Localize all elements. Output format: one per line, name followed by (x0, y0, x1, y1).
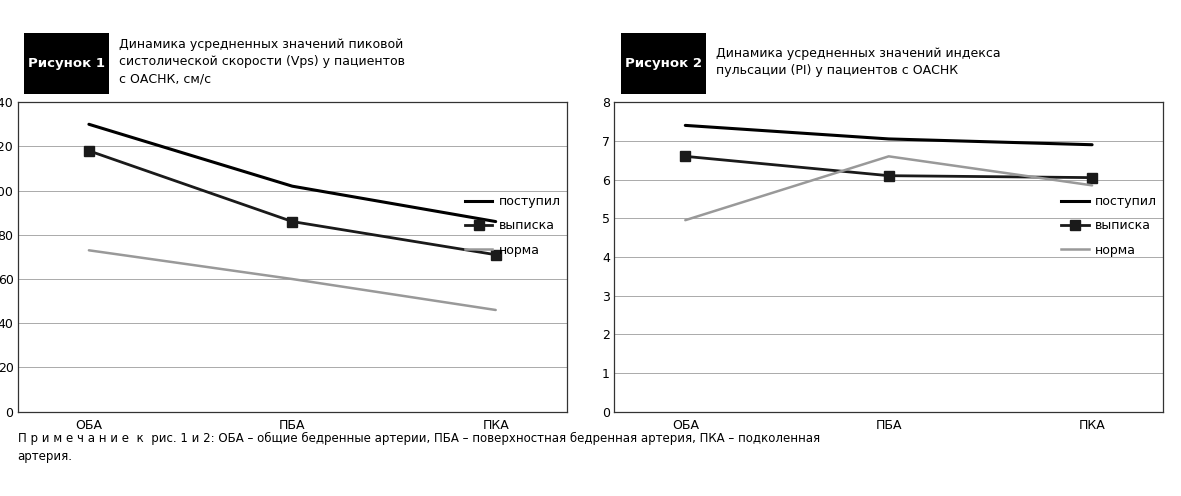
норма (285, 276, 299, 282)
поступил (678, 123, 692, 128)
Line: норма: норма (89, 250, 496, 310)
поступил (881, 136, 896, 142)
Bar (621, 33, 706, 94)
норма (1085, 183, 1100, 188)
Line: поступил: поступил (89, 124, 496, 222)
норма (678, 217, 692, 223)
выписка (678, 153, 692, 159)
Line: выписка: выписка (680, 151, 1097, 183)
норма (881, 153, 896, 159)
выписка (285, 219, 299, 225)
поступил (285, 183, 299, 189)
поступил (1085, 142, 1100, 148)
выписка (489, 252, 503, 258)
поступил (489, 219, 503, 225)
выписка (81, 148, 96, 154)
Legend: поступил, выписка, норма: поступил, выписка, норма (1062, 195, 1157, 256)
норма (489, 307, 503, 313)
Line: норма: норма (685, 156, 1092, 220)
Legend: поступил, выписка, норма: поступил, выписка, норма (465, 195, 561, 256)
Text: Динамика усредненных значений пиковой
систолической скорости (Vps) у пациентов
с: Динамика усредненных значений пиковой си… (119, 38, 405, 86)
Text: Динамика усредненных значений индекса
пульсации (PI) у пациентов с ОАСНК: Динамика усредненных значений индекса пу… (716, 47, 1000, 77)
Text: П р и м е ч а н и е  к  рис. 1 и 2: ОБА – общие бедренные артерии, ПБА – поверхн: П р и м е ч а н и е к рис. 1 и 2: ОБА – … (18, 432, 820, 463)
Line: выписка: выписка (84, 146, 501, 259)
поступил (81, 122, 96, 127)
Text: Рисунок 2: Рисунок 2 (625, 57, 702, 70)
норма (81, 248, 96, 253)
Bar (25, 33, 110, 94)
Line: поступил: поступил (685, 125, 1092, 145)
Text: Рисунок 1: Рисунок 1 (28, 57, 105, 70)
выписка (881, 173, 896, 179)
выписка (1085, 175, 1100, 181)
